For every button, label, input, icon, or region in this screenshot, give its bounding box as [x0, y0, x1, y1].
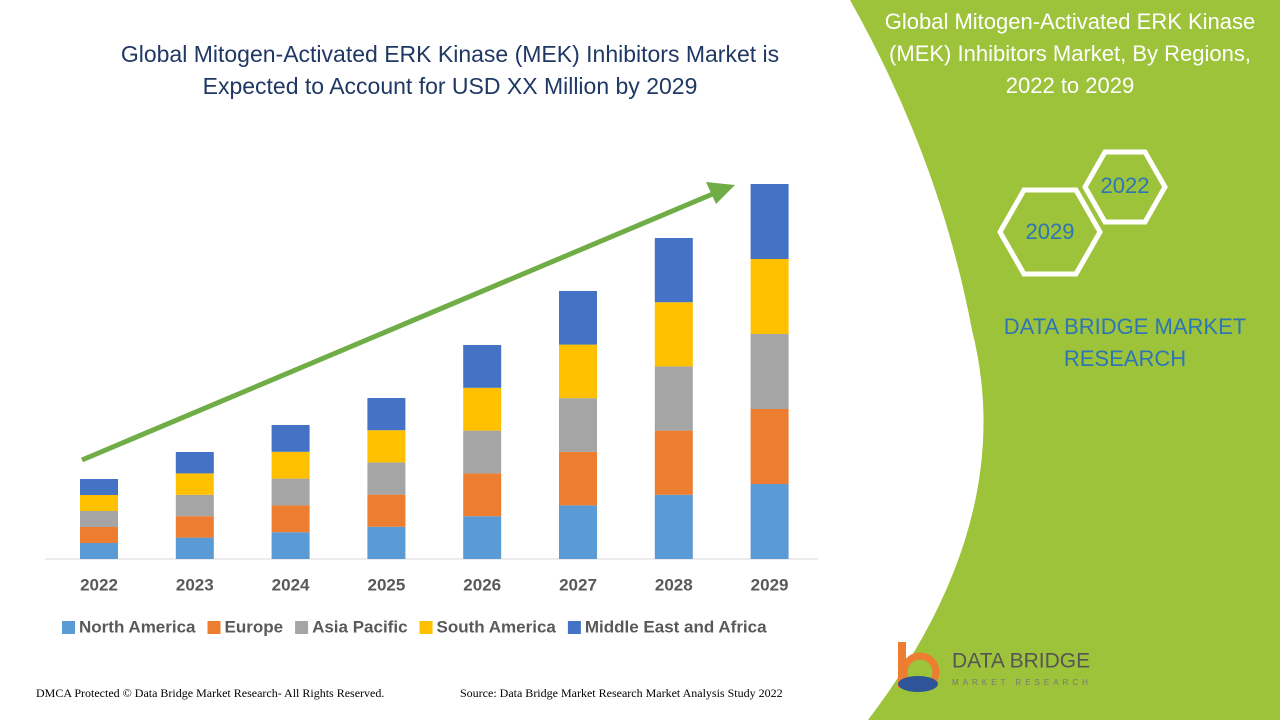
- bar-segment: [80, 495, 118, 511]
- x-tick-label: 2026: [463, 575, 501, 594]
- bar-segment: [271, 478, 310, 506]
- bar-segment: [463, 516, 502, 559]
- hexagon-label: 2022: [1101, 173, 1150, 198]
- x-tick-label: 2027: [559, 575, 597, 594]
- bar-segment: [367, 526, 406, 559]
- hexagon: [997, 187, 1103, 277]
- trend-arrow: [81, 190, 716, 463]
- bar-segment: [654, 430, 693, 495]
- bar-segment: [80, 527, 118, 543]
- bar-segment: [271, 532, 310, 559]
- bar-segment: [175, 452, 214, 474]
- bar-segment: [367, 462, 406, 495]
- legend-swatch: [62, 621, 75, 634]
- brand-text: DATA BRIDGE MARKET RESEARCH: [1003, 314, 1247, 371]
- bar-segment: [367, 494, 406, 527]
- bar-segment: [750, 409, 789, 484]
- footer-left: DMCA Protected © Data Bridge Market Rese…: [36, 686, 385, 700]
- bar-segment: [559, 451, 597, 506]
- bar-segment: [654, 302, 693, 367]
- bar-segment: [559, 398, 597, 452]
- legend-label: South America: [437, 617, 557, 636]
- bar-segment: [463, 387, 502, 431]
- bar-segment: [750, 184, 789, 259]
- bar-segment: [367, 398, 406, 431]
- bar-segment: [175, 473, 214, 495]
- logo-icon: [898, 642, 940, 692]
- bar-segment: [175, 537, 214, 559]
- x-tick-label: 2028: [655, 575, 693, 594]
- panel-title: Global Mitogen-Activated ERK Kinase (MEK…: [884, 9, 1256, 98]
- bar-segment: [654, 238, 693, 303]
- hexagon-label: 2029: [1026, 219, 1075, 244]
- bar-segment: [80, 543, 118, 559]
- bar-segment: [367, 430, 406, 463]
- bar-segment: [80, 479, 118, 495]
- bar-segment: [80, 511, 118, 527]
- bar-segment: [463, 473, 502, 517]
- legend-label: North America: [79, 617, 196, 636]
- legend-swatch: [419, 621, 433, 634]
- bar-segment: [559, 344, 597, 399]
- bar-segment: [559, 291, 597, 345]
- hexagon: [1082, 149, 1168, 225]
- legend-label: Europe: [225, 617, 284, 636]
- chart-title: Global Mitogen-Activated ERK Kinase (MEK…: [120, 41, 780, 99]
- bar-segment: [559, 505, 597, 559]
- bar-segment: [654, 494, 693, 559]
- bar-segment: [463, 345, 502, 388]
- logo-name: DATA BRIDGE: [952, 650, 1090, 673]
- footer-right: Source: Data Bridge Market Research Mark…: [460, 686, 783, 700]
- bar-segment: [463, 430, 502, 474]
- bar-segment: [750, 259, 789, 334]
- x-tick-label: 2022: [80, 575, 118, 594]
- x-tick-label: 2024: [272, 575, 310, 594]
- bar-segment: [271, 425, 310, 452]
- arrow-head: [706, 182, 735, 204]
- legend-swatch: [207, 621, 221, 634]
- x-tick-label: 2023: [176, 575, 214, 594]
- side-panel: [850, 0, 1280, 720]
- bar-segment: [750, 334, 789, 409]
- bar-segment: [175, 516, 214, 538]
- bars: [80, 184, 789, 559]
- x-tick-label: 2025: [367, 575, 405, 594]
- bar-segment: [271, 451, 310, 479]
- logo-tagline: MARKET RESEARCH: [952, 678, 1092, 687]
- legend-label: Asia Pacific: [312, 617, 407, 636]
- x-tick-label: 2029: [751, 575, 789, 594]
- bar-segment: [271, 505, 310, 533]
- legend-label: Middle East and Africa: [585, 617, 767, 636]
- bar-segment: [175, 494, 214, 517]
- legend-swatch: [295, 621, 309, 634]
- legend-swatch: [567, 621, 581, 634]
- bar-segment: [750, 484, 789, 559]
- bar-segment: [654, 366, 693, 431]
